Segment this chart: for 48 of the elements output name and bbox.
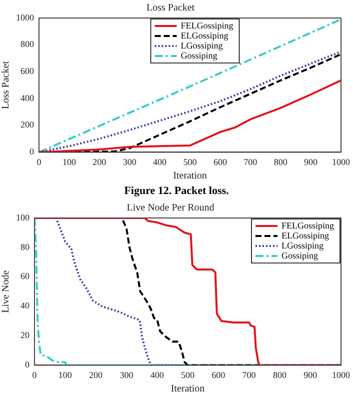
legend-label: Gossiping	[281, 250, 318, 260]
y-tick-label: 200	[20, 120, 34, 130]
x-axis-title: Iteration	[173, 170, 207, 182]
x-tick-label: 500	[183, 156, 198, 167]
x-tick-label: 200	[89, 370, 104, 380]
legend-label: ELGossiping	[281, 230, 330, 240]
x-tick-label: 100	[62, 156, 76, 167]
y-tick-label: 600	[20, 66, 34, 76]
legend-label: ELGossiping	[180, 30, 229, 40]
x-tick-label: 500	[181, 370, 195, 380]
legend-label: LGossiping	[281, 240, 324, 250]
x-tick-label: 600	[213, 156, 228, 167]
x-tick-label: 0	[36, 156, 42, 167]
x-axis-title: Iteration	[170, 384, 205, 395]
y-tick-label: 0	[25, 360, 30, 370]
y-tick-label: 800	[20, 39, 34, 50]
x-tick-label: 900	[304, 156, 318, 167]
x-tick-label: 300	[120, 370, 134, 380]
y-tick-label: 1000	[16, 12, 34, 22]
x-tick-label: 400	[153, 156, 168, 167]
y-axis-title: Loss Packet	[0, 60, 12, 110]
chart-title: Loss Packet	[146, 2, 195, 14]
x-tick-label: 600	[212, 370, 226, 380]
y-axis-title: Live Node	[0, 270, 12, 313]
y-tick-label: 100	[16, 212, 30, 222]
legend-label: LGossiping	[180, 40, 224, 50]
y-tick-label: 0	[30, 146, 34, 157]
y-tick-label: 400	[20, 92, 34, 103]
x-tick-label: 700	[244, 156, 258, 167]
legend-label: FELGossiping	[281, 220, 334, 230]
y-tick-label: 20	[20, 330, 30, 340]
x-tick-label: 700	[242, 370, 256, 380]
legend-label: FELGossiping	[180, 20, 234, 30]
x-tick-label: 1000	[332, 370, 350, 380]
y-tick-label: 80	[20, 242, 30, 252]
x-tick-label: 300	[122, 156, 137, 167]
x-tick-label: 100	[58, 370, 72, 380]
chart-title: Live Node Per Round	[126, 202, 214, 214]
y-tick-label: 60	[20, 271, 30, 282]
x-tick-label: 900	[304, 370, 318, 380]
caption: Figure 12. Packet loss.	[123, 184, 230, 199]
legend-label: Gossiping	[180, 50, 218, 60]
x-tick-label: 1000	[332, 156, 350, 167]
x-tick-label: 200	[92, 156, 107, 167]
y-tick-label: 40	[20, 300, 30, 311]
x-tick-label: 400	[150, 370, 164, 380]
x-tick-label: 800	[272, 370, 287, 380]
x-tick-label: 800	[274, 156, 288, 167]
